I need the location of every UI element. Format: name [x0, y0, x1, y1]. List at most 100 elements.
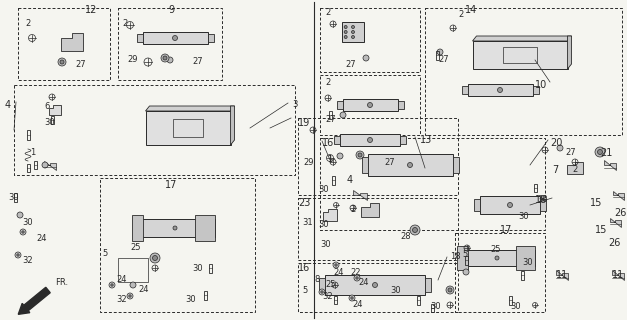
- Text: 25: 25: [490, 245, 500, 254]
- Text: 26: 26: [608, 238, 620, 248]
- Circle shape: [127, 293, 133, 299]
- Text: 9: 9: [168, 5, 174, 15]
- Bar: [425, 8, 622, 135]
- Circle shape: [337, 153, 343, 159]
- Bar: [298, 118, 458, 195]
- Polygon shape: [145, 111, 231, 145]
- Polygon shape: [473, 41, 567, 69]
- Bar: [209, 263, 211, 273]
- Text: 24: 24: [333, 268, 344, 277]
- Text: 30: 30: [390, 286, 401, 295]
- Polygon shape: [325, 275, 425, 295]
- Bar: [334, 296, 337, 304]
- Circle shape: [598, 149, 603, 155]
- Polygon shape: [612, 270, 624, 280]
- Bar: [18, 8, 110, 80]
- Circle shape: [344, 30, 347, 34]
- Text: 30: 30: [510, 302, 520, 311]
- Polygon shape: [425, 278, 431, 292]
- Text: 30: 30: [192, 264, 203, 273]
- Text: 2: 2: [458, 10, 463, 19]
- Circle shape: [172, 36, 177, 41]
- Text: 7: 7: [552, 165, 558, 175]
- Text: 31: 31: [302, 218, 313, 227]
- Text: 30: 30: [518, 212, 529, 221]
- Circle shape: [356, 151, 364, 159]
- Text: 30: 30: [8, 193, 19, 202]
- Polygon shape: [337, 101, 342, 109]
- Text: 14: 14: [465, 5, 477, 15]
- Bar: [173, 119, 203, 137]
- Bar: [26, 130, 29, 140]
- Circle shape: [17, 212, 23, 218]
- Text: 4: 4: [5, 100, 11, 110]
- Polygon shape: [342, 99, 398, 111]
- Polygon shape: [453, 157, 458, 173]
- Bar: [298, 198, 458, 260]
- Text: 27: 27: [345, 60, 356, 69]
- Text: 1: 1: [30, 148, 35, 157]
- Text: 28: 28: [400, 232, 411, 241]
- Text: 30: 30: [318, 185, 329, 194]
- Text: 30: 30: [537, 195, 547, 204]
- Polygon shape: [473, 36, 571, 41]
- Text: 30: 30: [320, 240, 330, 249]
- Text: 30: 30: [522, 258, 532, 267]
- Circle shape: [595, 147, 605, 157]
- Polygon shape: [208, 34, 214, 42]
- Circle shape: [367, 138, 372, 142]
- Text: 27: 27: [325, 115, 335, 124]
- Text: 2: 2: [572, 165, 577, 174]
- Polygon shape: [342, 22, 364, 42]
- Text: 27: 27: [192, 57, 203, 66]
- Text: 32: 32: [322, 292, 333, 301]
- Polygon shape: [474, 199, 480, 211]
- Polygon shape: [49, 105, 61, 115]
- Bar: [298, 263, 458, 312]
- Circle shape: [58, 58, 66, 66]
- Text: 2: 2: [325, 8, 330, 17]
- Circle shape: [161, 54, 169, 62]
- Circle shape: [408, 163, 413, 167]
- Circle shape: [363, 55, 369, 61]
- Circle shape: [20, 229, 26, 235]
- Bar: [329, 111, 332, 119]
- Circle shape: [358, 153, 362, 157]
- Bar: [26, 164, 29, 172]
- Text: 30: 30: [44, 118, 55, 127]
- Circle shape: [130, 282, 136, 288]
- Polygon shape: [137, 34, 142, 42]
- Text: 3: 3: [292, 100, 297, 109]
- Polygon shape: [556, 270, 568, 280]
- Polygon shape: [609, 218, 621, 227]
- Circle shape: [163, 56, 167, 60]
- Circle shape: [463, 269, 469, 275]
- Text: 10: 10: [535, 80, 547, 90]
- Text: 12: 12: [85, 5, 97, 15]
- Text: 6: 6: [44, 102, 50, 111]
- Text: 16: 16: [322, 138, 334, 148]
- Text: 16: 16: [298, 263, 310, 273]
- Bar: [118, 8, 222, 80]
- Bar: [436, 51, 438, 60]
- Circle shape: [17, 254, 19, 256]
- Polygon shape: [231, 106, 234, 145]
- Bar: [465, 255, 468, 265]
- Text: 18: 18: [535, 195, 547, 205]
- Circle shape: [413, 228, 418, 233]
- Text: 32: 32: [116, 295, 127, 304]
- Polygon shape: [461, 86, 468, 94]
- Bar: [14, 85, 295, 175]
- Circle shape: [349, 295, 355, 301]
- Text: 21: 21: [600, 148, 613, 158]
- Polygon shape: [142, 32, 208, 44]
- Circle shape: [437, 49, 443, 55]
- Text: 24: 24: [116, 275, 127, 284]
- Circle shape: [507, 203, 512, 207]
- Circle shape: [372, 283, 377, 287]
- Text: 29: 29: [127, 55, 137, 64]
- Polygon shape: [567, 162, 583, 174]
- FancyArrow shape: [18, 287, 50, 314]
- Bar: [431, 304, 433, 312]
- Bar: [204, 291, 206, 300]
